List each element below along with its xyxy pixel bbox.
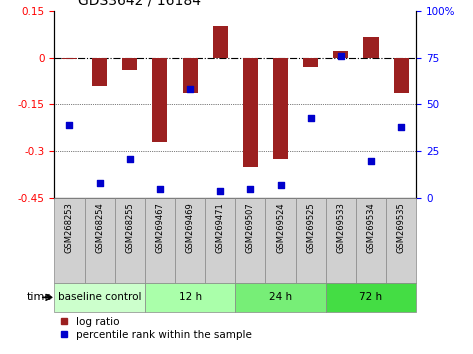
Bar [235,283,326,312]
Bar [265,198,296,283]
Point [66,122,73,128]
Bar [145,283,235,312]
Text: GSM269467: GSM269467 [156,202,165,253]
Bar [54,198,85,283]
Text: GSM269535: GSM269535 [397,202,406,253]
Text: GSM269524: GSM269524 [276,202,285,253]
Bar [243,57,258,167]
Text: time: time [27,292,52,302]
Text: 12 h: 12 h [178,292,201,302]
Text: GSM269534: GSM269534 [367,202,376,253]
Point [156,186,164,192]
Text: GSM268254: GSM268254 [95,202,104,253]
Bar [356,198,386,283]
Bar [303,57,318,67]
Point [337,53,345,58]
Bar [175,198,205,283]
Text: GSM269507: GSM269507 [246,202,255,253]
Text: GSM269469: GSM269469 [185,202,194,253]
Point [96,181,104,186]
Bar [273,57,288,159]
Text: 72 h: 72 h [359,292,383,302]
Bar [62,57,77,59]
Bar [333,51,349,57]
Bar [183,57,198,93]
Legend: log ratio, percentile rank within the sample: log ratio, percentile rank within the sa… [60,317,252,340]
Text: GSM269525: GSM269525 [306,202,315,253]
Bar [152,57,167,142]
Text: GSM269533: GSM269533 [336,202,345,253]
Text: 24 h: 24 h [269,292,292,302]
Bar [235,198,265,283]
Text: GSM268253: GSM268253 [65,202,74,253]
Point [126,156,133,162]
Text: GSM268255: GSM268255 [125,202,134,253]
Point [397,124,405,130]
Bar [114,198,145,283]
Bar [386,198,416,283]
Point [307,115,315,120]
Bar [296,198,326,283]
Point [217,188,224,194]
Point [277,182,284,188]
Bar [92,57,107,86]
Bar [54,283,145,312]
Bar [122,57,137,70]
Bar [363,37,378,57]
Bar [326,198,356,283]
Text: baseline control: baseline control [58,292,141,302]
Point [186,87,194,92]
Text: GSM269471: GSM269471 [216,202,225,253]
Text: GDS3642 / 16184: GDS3642 / 16184 [78,0,201,7]
Point [367,158,375,164]
Bar [213,26,228,57]
Bar [85,198,114,283]
Bar [205,198,235,283]
Bar [394,57,409,93]
Bar [326,283,416,312]
Point [246,186,254,192]
Bar [145,198,175,283]
